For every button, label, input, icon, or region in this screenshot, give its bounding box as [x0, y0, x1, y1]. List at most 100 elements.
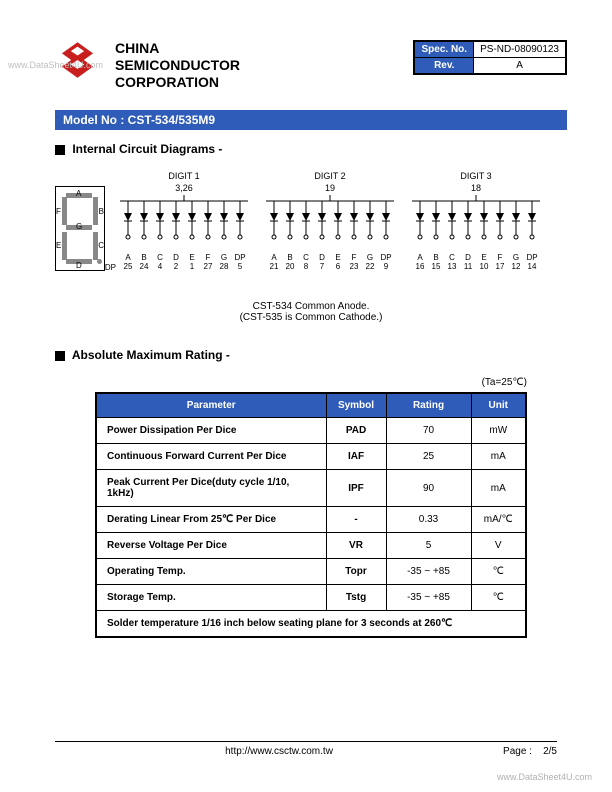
segment-label: F — [346, 253, 362, 262]
table-note: Solder temperature 1/16 inch below seati… — [96, 611, 526, 638]
spec-no-value: PS-ND-08090123 — [474, 42, 566, 58]
footer-url: http://www.csctw.com.tw — [225, 746, 333, 757]
digit-label: DIGIT 2 — [266, 171, 394, 181]
pin-label: 21 — [266, 262, 282, 271]
company-line2: SEMICONDUCTOR — [115, 57, 413, 74]
footer: http://www.csctw.com.tw Page : 2/5 — [0, 746, 612, 757]
caption-line1: CST-534 Common Anode. — [55, 301, 567, 312]
pin-label: 2 — [168, 262, 184, 271]
cell-unit: V — [471, 533, 526, 559]
section1-title: Internal Circuit Diagrams - — [55, 142, 567, 156]
cell-rating: 70 — [386, 418, 471, 444]
section1-title-text: Internal Circuit Diagrams - — [72, 142, 222, 156]
cell-unit: mA/℃ — [471, 507, 526, 533]
section2-title: Absolute Maximum Rating - — [55, 348, 567, 362]
segment-label: G — [216, 253, 232, 262]
segment-label: DP — [524, 253, 540, 262]
company-name: CHINA SEMICONDUCTOR CORPORATION — [115, 40, 413, 90]
pin-label: 28 — [216, 262, 232, 271]
cell-rating: -35 ~ +85 — [386, 559, 471, 585]
cell-rating: 5 — [386, 533, 471, 559]
cell-parameter: Peak Current Per Dice(duty cycle 1/10, 1… — [96, 470, 326, 507]
table-row: Reverse Voltage Per Dice VR 5 V — [96, 533, 526, 559]
segment-label: C — [444, 253, 460, 262]
segment-label: E — [476, 253, 492, 262]
pin-label: 11 — [460, 262, 476, 271]
ratings-table: Parameter Symbol Rating Unit Power Dissi… — [95, 392, 527, 638]
pin-label: 9 — [378, 262, 394, 271]
pin-label: 17 — [492, 262, 508, 271]
digit-label: DIGIT 3 — [412, 171, 540, 181]
rev-label: Rev. — [415, 58, 474, 74]
pin-label: 6 — [330, 262, 346, 271]
segment-label: E — [184, 253, 200, 262]
cell-unit: mA — [471, 470, 526, 507]
diode-array-icon — [266, 195, 394, 250]
segment-label: C — [152, 253, 168, 262]
footer-divider — [55, 741, 557, 742]
segment-label: B — [428, 253, 444, 262]
cell-parameter: Storage Temp. — [96, 585, 326, 611]
cell-rating: 25 — [386, 444, 471, 470]
section-marker-icon — [55, 145, 65, 155]
segment-label: DP — [232, 253, 248, 262]
pin-label: 15 — [428, 262, 444, 271]
cell-parameter: Operating Temp. — [96, 559, 326, 585]
rev-value: A — [474, 58, 566, 74]
pin-label: 25 — [120, 262, 136, 271]
segment-label: E — [330, 253, 346, 262]
table-note-row: Solder temperature 1/16 inch below seati… — [96, 611, 526, 638]
seven-segment-icon: A B C D E F G DP — [55, 186, 105, 271]
circuit-diagram: A B C D E F G DP DIGIT 13,26ABCDEFGDP252… — [55, 171, 567, 271]
header-row: CHINA SEMICONDUCTOR CORPORATION Spec. No… — [55, 40, 567, 90]
cell-rating: 90 — [386, 470, 471, 507]
ta-note: (Ta=25℃) — [55, 377, 567, 388]
pin-label: 10 — [476, 262, 492, 271]
segment-label: A — [120, 253, 136, 262]
digit-group: DIGIT 2 19 ABCDEFGDP212087623229 — [266, 171, 394, 271]
segment-label: G — [508, 253, 524, 262]
pin-label: 5 — [232, 262, 248, 271]
digit-top-pin: 19 — [266, 183, 394, 193]
digit-group: DIGIT 13,26ABCDEFGDP252442127285 — [120, 171, 248, 271]
pin-label: 27 — [200, 262, 216, 271]
spec-no-label: Spec. No. — [415, 42, 474, 58]
cell-unit: ℃ — [471, 559, 526, 585]
pin-label: 20 — [282, 262, 298, 271]
pin-label: 22 — [362, 262, 378, 271]
cell-symbol: IAF — [326, 444, 386, 470]
cell-rating: -35 ~ +85 — [386, 585, 471, 611]
table-row: Operating Temp. Topr -35 ~ +85 ℃ — [96, 559, 526, 585]
segment-label: B — [282, 253, 298, 262]
pin-label: 12 — [508, 262, 524, 271]
segment-label-row: ABCDEFGDP — [412, 253, 540, 262]
segment-label-row: ABCDEFGDP — [266, 253, 394, 262]
segment-label: D — [314, 253, 330, 262]
segment-label: F — [492, 253, 508, 262]
diagram-caption: CST-534 Common Anode. (CST-535 is Common… — [55, 301, 567, 323]
pin-label: 1 — [184, 262, 200, 271]
col-rating: Rating — [386, 393, 471, 418]
cell-unit: ℃ — [471, 585, 526, 611]
pin-label-row: 212087623229 — [266, 262, 394, 271]
digit-group: DIGIT 318ABCDEFGDP1615131110171214 — [412, 171, 540, 271]
model-number-bar: Model No : CST-534/535M9 — [55, 110, 567, 130]
pin-label: 16 — [412, 262, 428, 271]
segment-label: D — [168, 253, 184, 262]
pin-label: 14 — [524, 262, 540, 271]
segment-label: C — [298, 253, 314, 262]
pin-label: 8 — [298, 262, 314, 271]
cell-symbol: PAD — [326, 418, 386, 444]
segment-label: B — [136, 253, 152, 262]
segment-label: A — [412, 253, 428, 262]
segment-label: A — [266, 253, 282, 262]
cell-parameter: Derating Linear From 25℃ Per Dice — [96, 507, 326, 533]
cell-symbol: VR — [326, 533, 386, 559]
company-line1: CHINA — [115, 40, 413, 57]
cell-parameter: Continuous Forward Current Per Dice — [96, 444, 326, 470]
caption-line2: (CST-535 is Common Cathode.) — [55, 312, 567, 323]
digit-label: DIGIT 1 — [120, 171, 248, 181]
pin-label: 7 — [314, 262, 330, 271]
diode-array-icon — [120, 195, 248, 250]
pin-label-row: 252442127285 — [120, 262, 248, 271]
